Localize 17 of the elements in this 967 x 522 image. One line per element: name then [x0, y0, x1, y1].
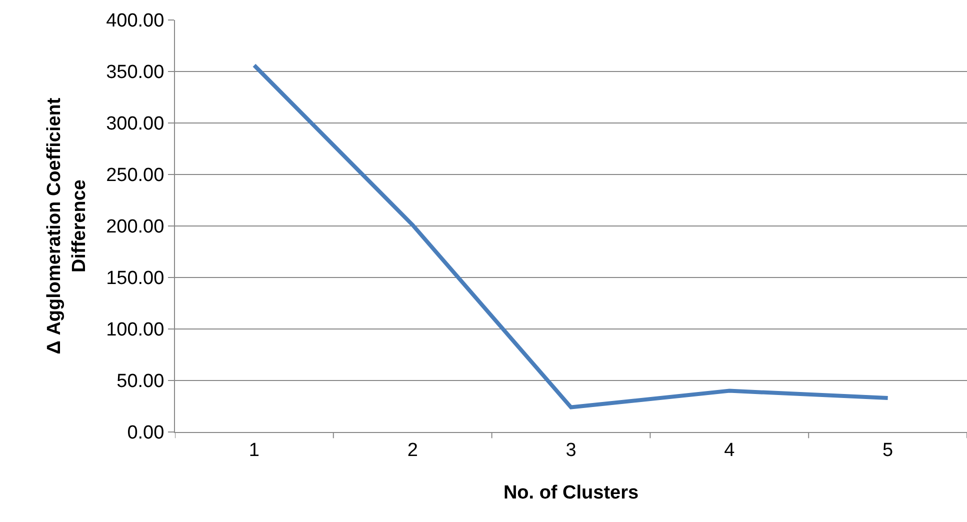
x-tick-label: 3	[566, 440, 576, 461]
x-tick-label: 2	[407, 440, 418, 461]
y-tick-label: 150.00	[106, 268, 164, 290]
line-series	[252, 63, 890, 410]
x-tick-label: 1	[248, 440, 260, 461]
y-tick-label: 100.00	[106, 320, 164, 341]
y-tick-label: 300.00	[106, 114, 164, 135]
x-tick-label: 4	[724, 440, 736, 461]
y-tick-label: 200.00	[106, 216, 164, 238]
y-tick-label: 350.00	[106, 62, 164, 84]
y-tick-label: 400.00	[106, 10, 164, 32]
y-tick-label: 0.00	[127, 422, 164, 444]
y-axis-title: Δ Agglomeration Coefficient Difference	[44, 97, 90, 354]
y-tick-label: 250.00	[106, 165, 164, 186]
x-axis-title: No. of Clusters	[503, 482, 639, 504]
x-tick-label: 5	[882, 440, 894, 461]
y-tick-label: 50.00	[116, 371, 164, 392]
